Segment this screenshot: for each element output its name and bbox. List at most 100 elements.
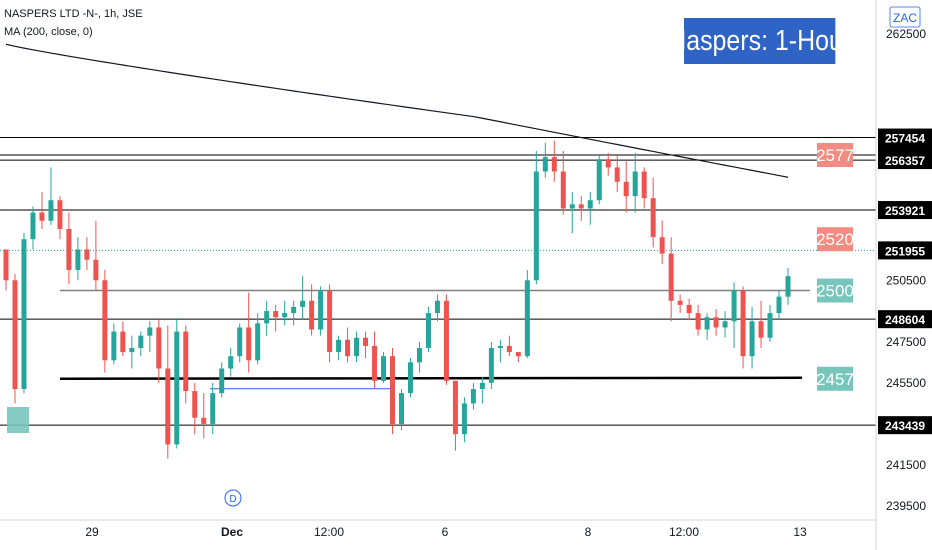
level-label-text: 2520: [816, 230, 854, 249]
candle-body: [587, 200, 593, 209]
candle-body: [686, 304, 692, 314]
candle-body: [75, 249, 81, 270]
level-label-2500: 2500: [816, 278, 854, 303]
candle-body: [776, 296, 782, 314]
candle-body: [21, 239, 27, 390]
time-tick-label: 12:00: [669, 525, 699, 539]
candle-body: [336, 339, 342, 353]
price-tick-label: 250500: [886, 273, 926, 287]
candle-body: [129, 347, 135, 353]
time-tick-label: Dec: [221, 525, 243, 539]
time-tick-label: 6: [442, 525, 449, 539]
candle-body: [758, 321, 764, 338]
candle-body: [416, 347, 422, 363]
time-tick-label: 13: [793, 525, 807, 539]
candle-body: [66, 228, 72, 270]
candle-body: [497, 345, 503, 348]
candle-body: [12, 280, 18, 390]
candle-body: [749, 321, 755, 357]
candle-body: [731, 290, 737, 322]
level-label-2457: 2457: [816, 366, 854, 391]
candle-body: [282, 313, 288, 318]
candle-body: [192, 391, 198, 418]
candle-body: [704, 317, 710, 330]
candle-body: [461, 403, 467, 435]
time-axis: 29 Dec 12:00 6 8 12:00 13 D: [0, 489, 876, 539]
candle-body: [578, 204, 584, 209]
candle-body: [291, 306, 297, 314]
candle-body: [767, 313, 773, 338]
candle-body: [542, 157, 548, 172]
candle-body: [156, 327, 162, 369]
candle-body: [506, 345, 512, 353]
candle-body: [201, 417, 207, 424]
price-label-text: 248604: [885, 313, 925, 327]
time-tick-label: 29: [85, 525, 99, 539]
level-label-text: 2457: [816, 370, 854, 389]
price-label-text: 253921: [885, 204, 925, 218]
price-label-248604: 248604: [878, 310, 932, 329]
candle-body: [488, 347, 494, 383]
candle-body: [533, 171, 539, 281]
candle-body: [668, 253, 674, 301]
candle-body: [309, 300, 315, 330]
candle-body: [479, 382, 485, 390]
candle-body: [596, 159, 602, 201]
candle-body: [138, 335, 144, 348]
chart-title-text: Naspers: 1-Hour: [668, 24, 852, 57]
price-label-256357: 256357: [878, 151, 932, 170]
candle-body: [713, 317, 719, 328]
price-label-253921: 253921: [878, 201, 932, 220]
price-label-text: 251955: [885, 244, 925, 258]
chart-title-badge: Naspers: 1-Hour: [668, 18, 851, 64]
candle-body: [425, 313, 431, 348]
price-axis: ZAC 262500 250500 247500 245500 241500 239500 2…: [875, 0, 932, 550]
candle-body: [3, 249, 9, 281]
candle-body: [228, 356, 234, 369]
candle-body: [452, 380, 458, 435]
candle-body: [183, 331, 189, 392]
candle-body: [237, 327, 243, 357]
candle-body: [623, 181, 629, 197]
price-label-text: 243439: [885, 419, 925, 433]
candle-body: [84, 249, 90, 260]
price-tick-label: 241500: [886, 458, 926, 472]
candle-body: [372, 345, 378, 381]
price-tick-label: 262500: [886, 27, 926, 41]
candle-body: [48, 200, 54, 221]
candle-body: [354, 337, 360, 357]
candle-body: [650, 198, 656, 238]
price-label-257454: 257454: [878, 128, 932, 147]
candle-body: [120, 331, 126, 353]
candle-body: [264, 311, 270, 324]
candle-body: [165, 368, 171, 445]
candle-body: [93, 259, 99, 281]
candle-body: [39, 212, 45, 221]
candle-body: [515, 352, 521, 357]
price-label-243439: 243439: [878, 416, 932, 435]
level-label-text: 2577: [816, 146, 854, 165]
plot-area: 2577 2520 2500 2457: [0, 43, 876, 459]
candle-body: [210, 393, 216, 424]
candle-body: [641, 171, 647, 199]
candle-body: [614, 167, 620, 182]
price-tick-label: 245500: [886, 376, 926, 390]
candle-body: [740, 290, 746, 357]
candle-body: [57, 200, 63, 229]
indicator-legend: MA (200, close, 0): [4, 26, 93, 38]
candle-body: [659, 237, 665, 254]
candle-body: [390, 356, 396, 424]
candle-body: [677, 300, 683, 305]
candle-body: [407, 362, 413, 394]
candle-body: [273, 311, 279, 318]
time-tick-label: 8: [585, 525, 592, 539]
level-label-text: 2500: [816, 282, 854, 301]
candle-body: [318, 290, 324, 330]
candle-body: [102, 280, 108, 361]
candle-body: [398, 393, 404, 424]
candle-body: [363, 337, 369, 346]
candle-body: [434, 300, 440, 314]
candle-body: [695, 313, 701, 330]
candle-body: [246, 327, 252, 361]
